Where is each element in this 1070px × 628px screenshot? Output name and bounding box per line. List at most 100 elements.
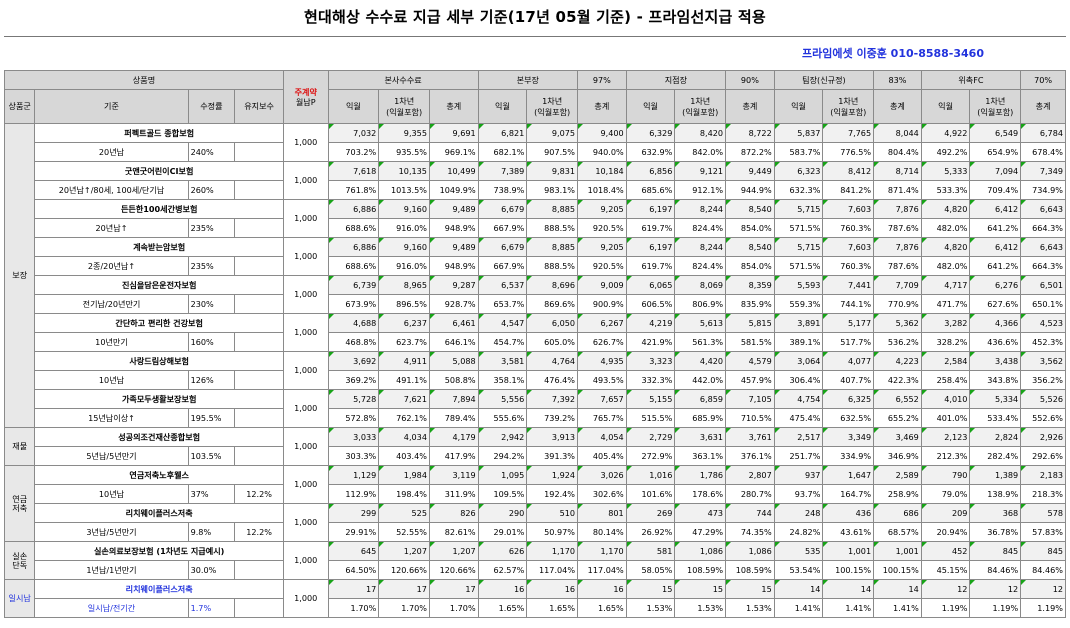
commission-percent: 292.6% [1020, 446, 1066, 466]
commission-percent: 888.5% [526, 218, 579, 238]
commission-amount: 1,924 [526, 465, 579, 485]
commission-amount: 7,389 [477, 161, 528, 181]
maintenance-rate [234, 256, 284, 276]
commission-percent: 935.5% [378, 142, 430, 162]
header-group-2: 지점장 [625, 70, 727, 90]
commission-amount: 5,715 [773, 237, 824, 257]
commission-percent: 47.29% [674, 522, 727, 542]
commission-amount: 645 [327, 541, 380, 561]
monthly-premium: 1,000 [282, 427, 329, 466]
commission-percent: 84.46% [1020, 560, 1066, 580]
header-col-total: 총계 [725, 89, 775, 124]
commission-percent: 572.8% [327, 408, 380, 428]
commission-percent: 888.5% [526, 256, 579, 276]
commission-percent: 682.1% [477, 142, 528, 162]
payment-basis: 20년납 [34, 142, 189, 162]
header-group-pct-1: 97% [577, 70, 627, 90]
commission-percent: 632.5% [822, 408, 875, 428]
commission-percent: 405.4% [577, 446, 627, 466]
commission-amount: 6,461 [428, 313, 479, 333]
contact-info: 프라임에셋 이중훈 010-8588-3460 [802, 47, 984, 60]
payment-basis: 1년납/1년만기 [34, 560, 189, 580]
commission-percent: 332.3% [625, 370, 676, 390]
product-name: 간단하고 편리한 건강보험 [34, 313, 284, 333]
commission-percent: 454.7% [477, 332, 528, 352]
commission-amount: 10,499 [428, 161, 479, 181]
maintenance-rate: 12.2% [234, 522, 284, 542]
commission-amount: 1,016 [625, 465, 676, 485]
commission-amount: 4,179 [428, 427, 479, 447]
commission-percent: 688.6% [327, 218, 380, 238]
commission-amount: 16 [577, 579, 627, 599]
commission-amount: 5,333 [920, 161, 971, 181]
commission-amount: 1,170 [526, 541, 579, 561]
commission-percent: 1049.9% [428, 180, 479, 200]
commission-amount: 9,121 [674, 161, 727, 181]
header-product: 상품명 [4, 70, 284, 90]
commission-percent: 920.5% [577, 256, 627, 276]
table-row: 가족모두생활보장보험 1,000 5,728 7,621 7,894 5,556 7,392… [5, 389, 1066, 428]
commission-amount: 7,105 [725, 389, 775, 409]
commission-percent: 407.7% [822, 370, 875, 390]
commission-percent: 138.9% [969, 484, 1022, 504]
commission-percent: 82.61% [428, 522, 479, 542]
commission-percent: 685.9% [674, 408, 727, 428]
header-col-year1: 1차년 (익월포함) [969, 89, 1022, 124]
commission-amount: 4,764 [526, 351, 579, 371]
commission-amount: 9,355 [378, 123, 430, 143]
header-col-first: 익월 [773, 89, 824, 124]
commission-percent: 632.3% [773, 180, 824, 200]
commission-amount: 3,581 [477, 351, 528, 371]
product-name: 리치웨이플러스저축 [34, 579, 284, 599]
commission-amount: 6,050 [526, 313, 579, 333]
maintenance-rate: 12.2% [234, 484, 284, 504]
header-year1-line2: (익월포함) [534, 106, 571, 117]
header-year1-line1: 1차년 [838, 96, 859, 107]
commission-percent: 709.4% [969, 180, 1022, 200]
commission-amount: 3,026 [577, 465, 627, 485]
commission-amount: 845 [969, 541, 1022, 561]
commission-amount: 16 [526, 579, 579, 599]
commission-amount: 8,359 [725, 275, 775, 295]
commission-percent: 68.57% [873, 522, 922, 542]
commission-amount: 2,183 [1020, 465, 1066, 485]
table-row: 10년만기 160% 468.8% 623.7% 646.1% 454.7% 605.0% 6… [5, 332, 1066, 352]
adjust-rate: 103.5% [187, 446, 236, 466]
commission-amount: 5,334 [969, 389, 1022, 409]
commission-amount: 5,556 [477, 389, 528, 409]
commission-amount: 6,501 [1020, 275, 1066, 295]
commission-percent: 641.2% [969, 218, 1022, 238]
commission-percent: 1.65% [577, 598, 627, 618]
commission-amount: 6,859 [674, 389, 727, 409]
commission-percent: 789.4% [428, 408, 479, 428]
commission-percent: 1.19% [1020, 598, 1066, 618]
commission-amount: 4,054 [577, 427, 627, 447]
commission-percent: 1018.4% [577, 180, 627, 200]
commission-percent: 302.6% [577, 484, 627, 504]
header-year1-line1: 1차년 [542, 96, 563, 107]
commission-percent: 218.3% [1020, 484, 1066, 504]
commission-table: 상품명 주계약 월납P 본사수수료 본부장 97% 지점장 90% 팀장(신규정) 83% 위촉FC… [3, 70, 1066, 618]
product-name: 실손의료보장보험 (1차년도 지급예시) [34, 541, 284, 561]
adjust-rate: 9.8% [187, 522, 236, 542]
commission-amount: 3,282 [920, 313, 971, 333]
product-name: 든든한100세간병보험 [34, 199, 284, 219]
commission-percent: 928.7% [428, 294, 479, 314]
product-name: 퍼펙트골드 종합보험 [34, 123, 284, 143]
commission-amount: 1,086 [674, 541, 727, 561]
commission-percent: 1.65% [477, 598, 528, 618]
commission-percent: 280.7% [725, 484, 775, 504]
header-year1-line2: (익월포함) [386, 106, 423, 117]
header-year1-line1: 1차년 [690, 96, 711, 107]
table-row: 20년납 240% 703.2% 935.5% 969.1% 682.1% 907.5% 94… [5, 142, 1066, 162]
commission-amount: 6,267 [577, 313, 627, 333]
commission-amount: 6,065 [625, 275, 676, 295]
commission-percent: 744.1% [822, 294, 875, 314]
commission-percent: 74.35% [725, 522, 775, 542]
commission-percent: 475.4% [773, 408, 824, 428]
commission-percent: 912.1% [674, 180, 727, 200]
monthly-premium: 1,000 [282, 541, 329, 580]
header-group-pct-3: 83% [873, 70, 922, 90]
commission-percent: 559.3% [773, 294, 824, 314]
table-row: 재물 성공의조건재산종합보험 1,000 3,033 4,034 4,179 2,942 3,… [3, 427, 1066, 466]
